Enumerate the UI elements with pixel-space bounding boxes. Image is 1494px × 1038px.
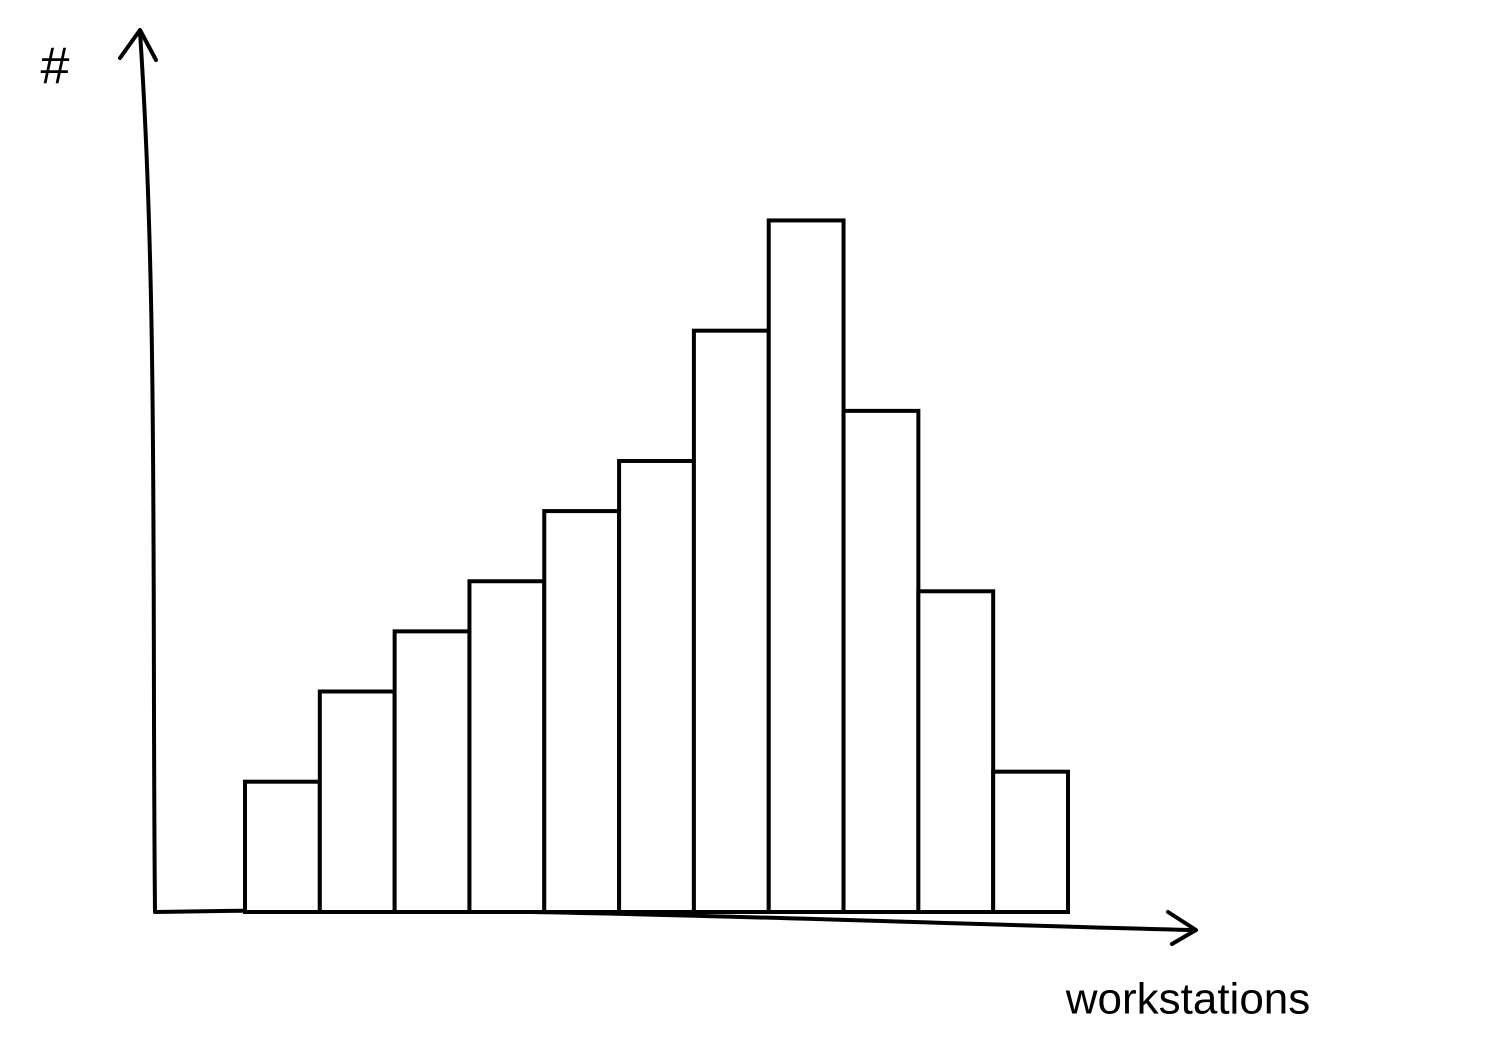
bar	[916, 589, 996, 914]
bar	[243, 779, 322, 914]
x-axis-arrow	[1166, 910, 1198, 946]
bar	[617, 458, 696, 914]
bar	[991, 769, 1071, 914]
bar	[542, 509, 622, 914]
y-axis-arrow	[118, 28, 158, 62]
x-axis-label: workstations	[1065, 975, 1311, 1024]
bar	[841, 408, 921, 914]
bar	[691, 328, 771, 914]
bar	[467, 579, 547, 914]
bar	[317, 689, 397, 914]
y-axis	[138, 30, 157, 914]
y-axis-label: #	[41, 38, 70, 96]
bar	[392, 629, 472, 914]
bar	[766, 218, 846, 914]
